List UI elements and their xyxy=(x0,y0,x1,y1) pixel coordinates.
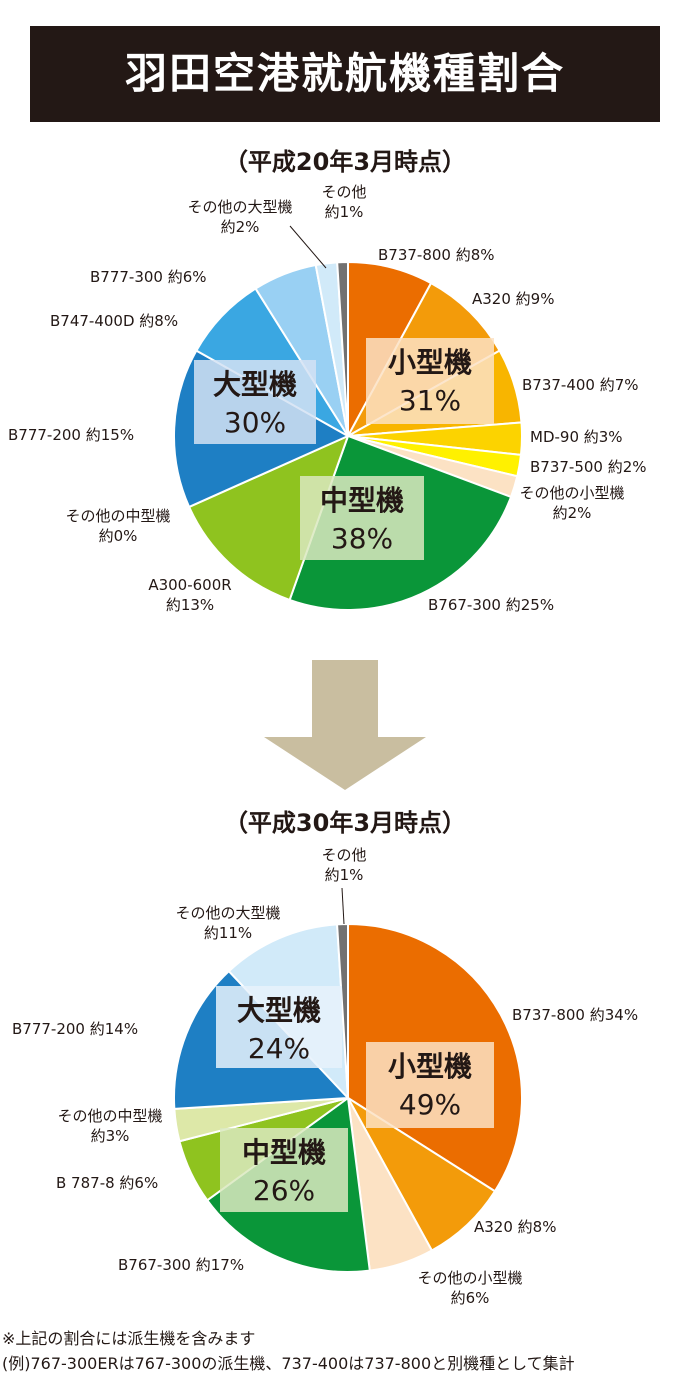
footnote-1: ※上記の割合には派生機を含みます xyxy=(2,1329,256,1348)
group-name: 中型機 xyxy=(320,484,404,517)
slice-label: B777-200 約15% xyxy=(8,426,134,444)
group-badge: 中型機 38% xyxy=(300,476,424,560)
group-badge: 小型機 31% xyxy=(366,338,494,424)
group-name: 大型機 xyxy=(213,368,297,401)
chart2-title: （平成30年3月時点） xyxy=(223,809,467,837)
group-badge-bg xyxy=(220,1128,348,1212)
slice-label: B737-800 約34% xyxy=(512,1006,638,1024)
group-badge-bg xyxy=(194,360,316,444)
slice-label: A300-600R 約13% xyxy=(148,576,231,614)
group-percent: 26% xyxy=(253,1174,315,1207)
slice-label: B747-400D 約8% xyxy=(50,312,178,330)
down-arrow-icon xyxy=(264,660,426,790)
slice-label: B767-300 約25% xyxy=(428,596,554,614)
slice-label: B737-800 約8% xyxy=(378,246,495,264)
pie-chart-2008: 小型機 31% 中型機 38% 大型機 30% B737-800 約8% A320 約9% B7… xyxy=(8,183,647,614)
pie-chart-2018: 小型機 49% 中型機 26% 大型機 24% B737-800 約34% A320 約8% そ… xyxy=(12,846,638,1307)
slice-label: その他約1% xyxy=(321,846,366,884)
group-badge: 小型機 49% xyxy=(366,1042,494,1128)
pie-slice xyxy=(336,922,349,1099)
slice-label: A320 約8% xyxy=(474,1218,556,1236)
slice-label: B767-300 約17% xyxy=(118,1256,244,1274)
slice-label: A320 約9% xyxy=(472,290,554,308)
slice-label: その他の中型機約3% xyxy=(57,1107,162,1145)
slice-label: B737-500 約2% xyxy=(530,458,647,476)
group-percent: 49% xyxy=(399,1088,461,1121)
chart1-title: （平成20年3月時点） xyxy=(223,148,467,176)
group-badge: 大型機 24% xyxy=(216,986,342,1068)
slice-label: B737-400 約7% xyxy=(522,376,639,394)
group-percent: 24% xyxy=(248,1032,310,1065)
slice-label: その他の中型機約0% xyxy=(65,507,170,545)
pie-slice xyxy=(336,260,349,437)
slice-label: その他の小型機約2% xyxy=(519,484,624,522)
slice-label: B777-300 約6% xyxy=(90,268,207,286)
group-name: 小型機 xyxy=(388,1050,472,1083)
slice-label: その他の小型機約6% xyxy=(417,1269,522,1307)
slice-label: その他約1% xyxy=(321,183,366,221)
group-percent: 30% xyxy=(224,406,286,439)
title-banner: 羽田空港就航機種割合 xyxy=(30,26,660,122)
group-badge-bg xyxy=(300,476,424,560)
group-name: 大型機 xyxy=(237,994,321,1027)
slice-label: その他の大型機約11% xyxy=(175,904,280,942)
page-title: 羽田空港就航機種割合 xyxy=(124,49,565,98)
leader-line xyxy=(289,225,327,269)
leader-line xyxy=(341,887,345,925)
footnote-2: (例)767-300ERは767-300の派生機、737-400は737-800… xyxy=(2,1354,575,1373)
group-percent: 38% xyxy=(331,522,393,555)
group-badge-bg xyxy=(216,986,342,1068)
group-name: 中型機 xyxy=(242,1136,326,1169)
group-percent: 31% xyxy=(399,384,461,417)
group-name: 小型機 xyxy=(388,346,472,379)
slice-label: MD-90 約3% xyxy=(530,428,623,446)
slice-label: B 787-8 約6% xyxy=(56,1174,158,1192)
group-badge-bg xyxy=(366,338,494,424)
group-badge-bg xyxy=(366,1042,494,1128)
slice-label: B777-200 約14% xyxy=(12,1020,138,1038)
group-badge: 中型機 26% xyxy=(220,1128,348,1212)
group-badge: 大型機 30% xyxy=(194,360,316,444)
slice-label: その他の大型機約2% xyxy=(187,198,292,236)
